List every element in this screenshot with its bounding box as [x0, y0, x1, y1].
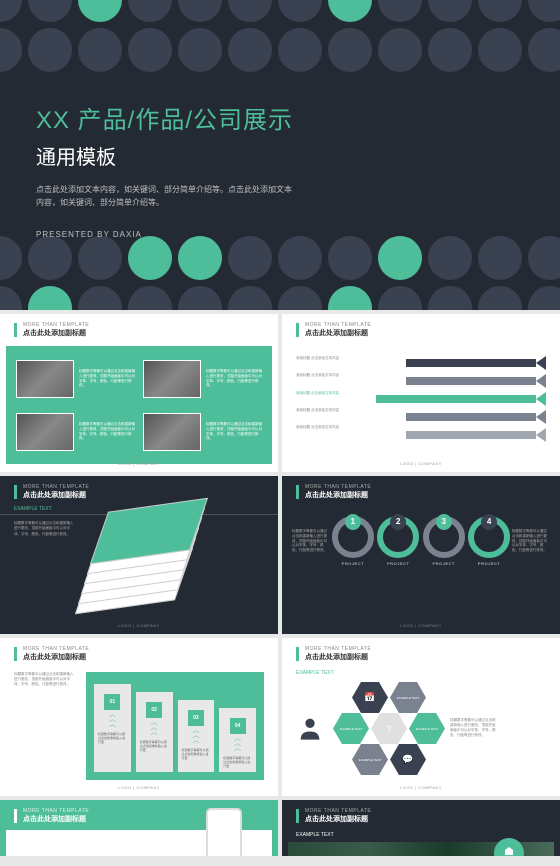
slide-3: MORE THAN TEMPLATE 点击此处添加副标题 EXAMPLE TEX… [0, 476, 278, 634]
person-icon [296, 714, 324, 742]
arrow-chart [354, 356, 546, 442]
hero-desc: 点击此处添加文本内容，如关键词、部分简单介绍等。点击此处添加文本内容，如关键词、… [36, 184, 296, 210]
slide-header: MORE THAN TEMPLATE 点击此处添加副标题 [0, 314, 278, 342]
slide-6: MORE THAN TEMPLATE 点击此处添加副标题 EXAMPLE TEX… [282, 638, 560, 796]
hero-subtitle: 通用模板 [36, 141, 296, 170]
slide-1: MORE THAN TEMPLATE 点击此处添加副标题 标题数字等都可以通过点… [0, 314, 278, 472]
hero-content: XX 产品/作品/公司展示 通用模板 点击此处添加文本内容，如关键词、部分简单介… [36, 100, 296, 239]
hex-grid: 📅EXAMPLE TEXTEXAMPLE TEXT?EXAMPLE TEXTEX… [332, 682, 442, 774]
slide-4: MORE THAN TEMPLATE 点击此处添加副标题 标题数字等都可以通过点… [282, 476, 560, 634]
hero-title: XX 产品/作品/公司展示 [36, 100, 296, 135]
thumbnail [143, 413, 201, 451]
slide-7: MORE THAN TEMPLATE 点击此处添加副标题 [0, 800, 278, 856]
slide-2: MORE THAN TEMPLATE 点击此处添加副标题 添加标题 点击添加文本… [282, 314, 560, 472]
title-badge: TITLE HERE [494, 838, 524, 856]
thumbnail [16, 360, 74, 398]
hero-presenter: PRESENTED BY DAXIA [36, 230, 296, 239]
phone-icon [206, 808, 242, 856]
tab-chart: 01︿︿︿标题数字等都可以通过点击和重新输入进行更02︿︿︿标题数字等都可以通过… [86, 672, 264, 780]
forest-image: TITLE HERE [288, 842, 554, 856]
hero-slide: XX 产品/作品/公司展示 通用模板 点击此处添加文本内容，如关键词、部分简单介… [0, 0, 560, 310]
layer-stack [84, 521, 214, 606]
thumbnail [143, 360, 201, 398]
slide-8: MORE THAN TEMPLATE 点击此处添加副标题 EXAMPLE TEX… [282, 800, 560, 856]
slide-grid: MORE THAN TEMPLATE 点击此处添加副标题 标题数字等都可以通过点… [0, 310, 560, 860]
slide-5: MORE THAN TEMPLATE 点击此处添加副标题 标题数字等都可以通过点… [0, 638, 278, 796]
thumbnail [16, 413, 74, 451]
